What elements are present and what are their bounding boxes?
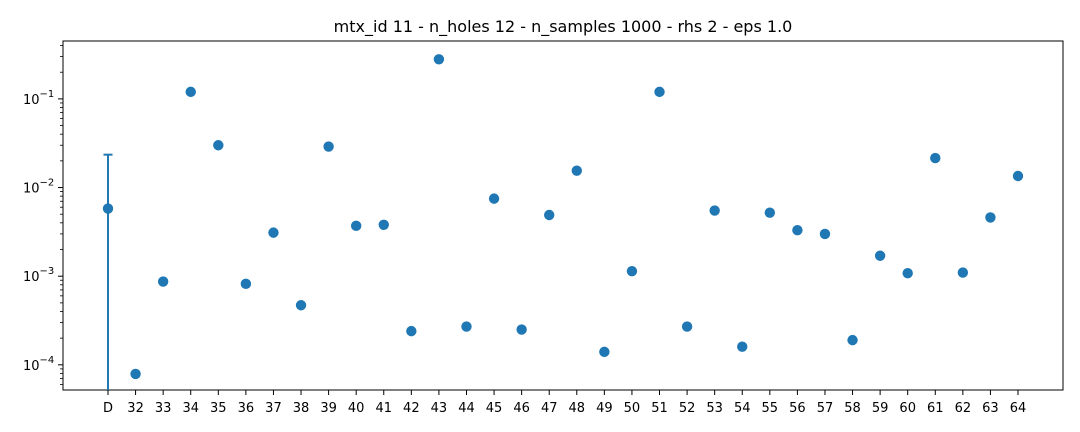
x-tick-label: 37 bbox=[265, 401, 282, 416]
plot-frame bbox=[62, 40, 1064, 391]
x-tick-label: 36 bbox=[238, 401, 255, 416]
data-point bbox=[957, 267, 969, 278]
data-point bbox=[268, 227, 279, 238]
x-tick-label: 59 bbox=[872, 401, 889, 416]
x-tick-label: 58 bbox=[844, 401, 861, 416]
data-point bbox=[240, 278, 252, 290]
x-tick-label: 50 bbox=[624, 401, 641, 416]
data-point bbox=[902, 268, 913, 279]
x-tick-label: 46 bbox=[513, 401, 530, 416]
data-point bbox=[488, 193, 500, 204]
data-point bbox=[654, 86, 665, 98]
chart-marks: 10−4 10−3 10−2 10−1 D 32 33 34 35 36 37 38 39 40 41 42 4… bbox=[23, 45, 1027, 416]
x-tick-label: 52 bbox=[679, 401, 696, 416]
x-tick-label: 43 bbox=[431, 401, 448, 416]
data-point bbox=[378, 219, 389, 230]
x-tick-label: 56 bbox=[789, 401, 806, 416]
data-point bbox=[461, 321, 472, 332]
x-tick-label: 44 bbox=[458, 401, 475, 416]
x-tick-label: 63 bbox=[982, 401, 999, 416]
chart-title: mtx_id 11 - n_holes 12 - n_samples 1000 … bbox=[334, 17, 793, 37]
data-point bbox=[544, 209, 555, 221]
x-tick-label: 64 bbox=[1010, 401, 1027, 416]
data-point bbox=[185, 86, 196, 98]
x-tick-label: 54 bbox=[734, 401, 751, 416]
x-tick-label: 51 bbox=[651, 401, 668, 416]
data-point bbox=[764, 207, 776, 218]
x-tick-label: 48 bbox=[569, 401, 586, 416]
data-point bbox=[681, 321, 693, 332]
data-point bbox=[323, 141, 334, 152]
data-point bbox=[213, 140, 224, 151]
x-tick-label: 41 bbox=[375, 401, 392, 416]
x-tick-label: 42 bbox=[403, 401, 420, 416]
x-tick-label: 62 bbox=[955, 401, 972, 416]
x-tick-label: 53 bbox=[706, 401, 723, 416]
data-point bbox=[626, 265, 638, 277]
x-tick-label: 38 bbox=[293, 401, 310, 416]
data-point bbox=[599, 346, 610, 358]
x-tick-label: 32 bbox=[127, 401, 144, 416]
data-point bbox=[516, 324, 527, 335]
data-point bbox=[930, 152, 941, 164]
data-point bbox=[874, 250, 886, 261]
x-tick-label: 33 bbox=[155, 401, 172, 416]
x-tick-label: 47 bbox=[541, 401, 558, 416]
data-point bbox=[433, 54, 445, 65]
data-point bbox=[1012, 170, 1024, 182]
y-tick-label: 10−4 bbox=[23, 355, 54, 374]
x-tick-label: 34 bbox=[182, 401, 199, 416]
x-tick-label: 55 bbox=[762, 401, 779, 416]
x-tick-label: 39 bbox=[320, 401, 337, 416]
data-point bbox=[157, 276, 169, 287]
data-point bbox=[792, 225, 803, 236]
data-point bbox=[847, 334, 858, 346]
x-tick-label: 49 bbox=[596, 401, 613, 416]
data-point bbox=[350, 220, 362, 232]
x-tick-label: D bbox=[103, 401, 113, 416]
x-tick-label: 40 bbox=[348, 401, 365, 416]
data-point bbox=[571, 165, 582, 176]
y-tick-label: 10−3 bbox=[23, 266, 54, 285]
x-tick-label: 45 bbox=[486, 401, 503, 416]
y-tick-label: 10−1 bbox=[23, 89, 54, 108]
data-point bbox=[295, 300, 307, 311]
x-tick-label: 61 bbox=[927, 401, 944, 416]
x-tick-label: 57 bbox=[817, 401, 834, 416]
data-point bbox=[406, 325, 417, 337]
data-point bbox=[819, 228, 831, 240]
x-tick-label: 60 bbox=[899, 401, 916, 416]
data-point bbox=[130, 368, 141, 380]
data-point bbox=[709, 205, 720, 216]
y-tick-label: 10−2 bbox=[23, 178, 54, 197]
data-point bbox=[102, 203, 114, 214]
data-point bbox=[737, 341, 748, 352]
data-point bbox=[985, 212, 996, 223]
x-tick-label: 35 bbox=[210, 401, 227, 416]
